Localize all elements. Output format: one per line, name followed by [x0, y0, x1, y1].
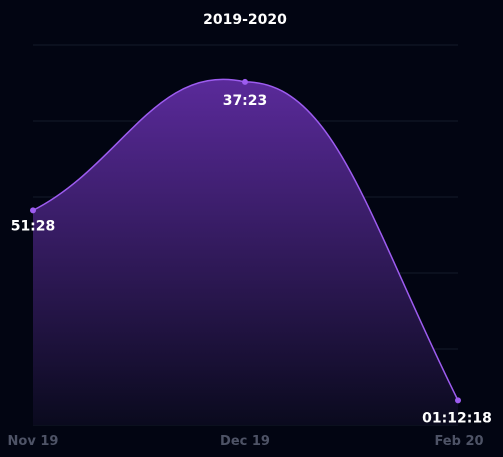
- data-label: 51:28: [11, 218, 56, 234]
- data-points: [30, 78, 461, 404]
- x-tick-label: Dec 19: [220, 434, 270, 449]
- data-point[interactable]: [242, 78, 248, 85]
- chart-title: 2019-2020: [203, 12, 287, 28]
- data-point[interactable]: [455, 397, 461, 404]
- x-axis-ticks: Nov 19 Dec 19 Feb 20: [8, 434, 484, 449]
- series-line: [32, 78, 459, 401]
- data-label: 37:23: [223, 93, 268, 109]
- data-labels: 51:28 37:23 01:12:18: [11, 93, 492, 426]
- x-tick-label: Nov 19: [8, 434, 59, 449]
- x-tick-label: Feb 20: [434, 434, 483, 449]
- data-label: 01:12:18: [422, 410, 492, 426]
- data-point[interactable]: [30, 207, 36, 214]
- series-area: [33, 79, 458, 426]
